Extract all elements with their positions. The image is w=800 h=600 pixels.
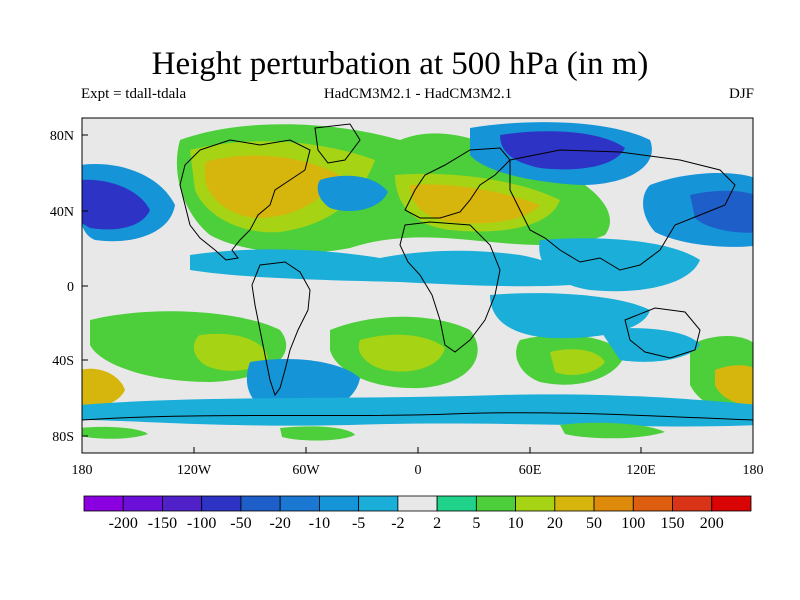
coast-asia (509, 149, 736, 271)
colorbar-swatch (593, 495, 634, 512)
colorbar-label: 20 (547, 515, 563, 532)
negative-core-north-pacific-west (690, 190, 753, 233)
lon-tick-label: 60W (292, 463, 320, 478)
positive-peak-europe (410, 184, 540, 224)
colorbar-label: 50 (586, 515, 602, 532)
positive-peak-south-pacific-east (82, 368, 125, 407)
colorbar-label: 200 (700, 515, 724, 532)
colorbar-label: -2 (391, 515, 404, 532)
colorbar-swatch (436, 495, 477, 512)
experiment-label: Expt = tdall-tdala (81, 86, 187, 102)
negative-low-southern-ocean-3 (600, 328, 700, 362)
colorbar-swatch (397, 495, 438, 512)
coast-greenland (314, 123, 361, 164)
negative-low-arctic-atlantic (317, 175, 388, 212)
colorbar-swatch (279, 495, 320, 512)
lon-tick-label: 120E (626, 463, 656, 478)
longitude-axis: 180 120W 60W 0 60E 120E 180 (72, 447, 764, 478)
coastlines (82, 123, 753, 421)
colorbar-swatch (515, 495, 556, 512)
positive-peak-south-pacific-west (715, 365, 753, 406)
colorbar-label: 100 (621, 515, 645, 532)
colorbar-label: -5 (352, 515, 365, 532)
lon-tick-label: 120W (177, 463, 212, 478)
coast-australia (624, 307, 701, 359)
positive-band-antarctic-3 (82, 426, 148, 439)
lat-tick-label: 80S (52, 430, 74, 445)
colorbar-swatch (711, 495, 752, 512)
lat-tick-label: 40N (50, 205, 74, 220)
coast-europe (404, 147, 511, 219)
colorbar-swatch (632, 495, 673, 512)
lat-tick-label: 80N (50, 129, 74, 144)
colorbar-swatch (475, 495, 516, 512)
positive-core-south-indian (550, 349, 605, 375)
colorbar: -200 -150 -100 -50 -20 -10 -5 -2 2 5 10 20 50 100 150 2… (83, 495, 752, 532)
colorbar-label: 2 (433, 515, 441, 532)
lon-tick-label: 180 (72, 463, 93, 478)
height-anomaly-field (82, 118, 753, 453)
coast-north-america (179, 139, 311, 261)
coast-antarctica (82, 412, 753, 421)
negative-low-antarctic-band (82, 394, 753, 427)
positive-band-antarctic-2 (560, 422, 665, 439)
positive-peak-north-america (205, 155, 340, 218)
negative-low-tropical-band (190, 249, 573, 287)
season-label: DJF (728, 86, 754, 102)
negative-low-indian-ocean (539, 238, 700, 292)
colorbar-swatch (83, 495, 124, 512)
colorbar-swatch (240, 495, 281, 512)
map-title: Height perturbation at 500 hPa (in m) (151, 46, 649, 82)
positive-core-south-atlantic (358, 334, 445, 372)
colorbar-swatch (319, 495, 360, 512)
colorbar-swatch (554, 495, 595, 512)
colorbar-label: -20 (270, 515, 291, 532)
colorbar-swatch (162, 495, 203, 512)
coast-south-america (251, 261, 311, 397)
colorbar-label: 10 (508, 515, 524, 532)
colorbar-label: -200 (109, 515, 138, 532)
coast-africa (399, 221, 501, 353)
lon-tick-label: 60E (519, 463, 542, 478)
colorbar-swatch (672, 495, 713, 512)
colorbar-label: 5 (472, 515, 480, 532)
colorbar-label: -50 (230, 515, 251, 532)
negative-low-southern-ocean-2 (490, 293, 650, 339)
lon-tick-label: 180 (743, 463, 764, 478)
latitude-axis: 80N 40N 0 40S 80S (50, 129, 88, 445)
colorbar-label: -100 (187, 515, 216, 532)
negative-core-north-pacific-east (82, 179, 150, 230)
colorbar-swatch (358, 495, 399, 512)
colorbar-label: -150 (148, 515, 177, 532)
lat-tick-label: 0 (67, 280, 74, 295)
model-label: HadCM3M2.1 - HadCM3M2.1 (323, 86, 513, 102)
lon-tick-label: 0 (415, 463, 422, 478)
positive-band-antarctic (280, 426, 355, 441)
colorbar-label: -10 (309, 515, 330, 532)
colorbar-swatch (201, 495, 242, 512)
colorbar-swatch (122, 495, 163, 512)
positive-core-south-pacific (193, 333, 268, 371)
lat-tick-label: 40S (52, 354, 74, 369)
colorbar-label: 150 (661, 515, 685, 532)
